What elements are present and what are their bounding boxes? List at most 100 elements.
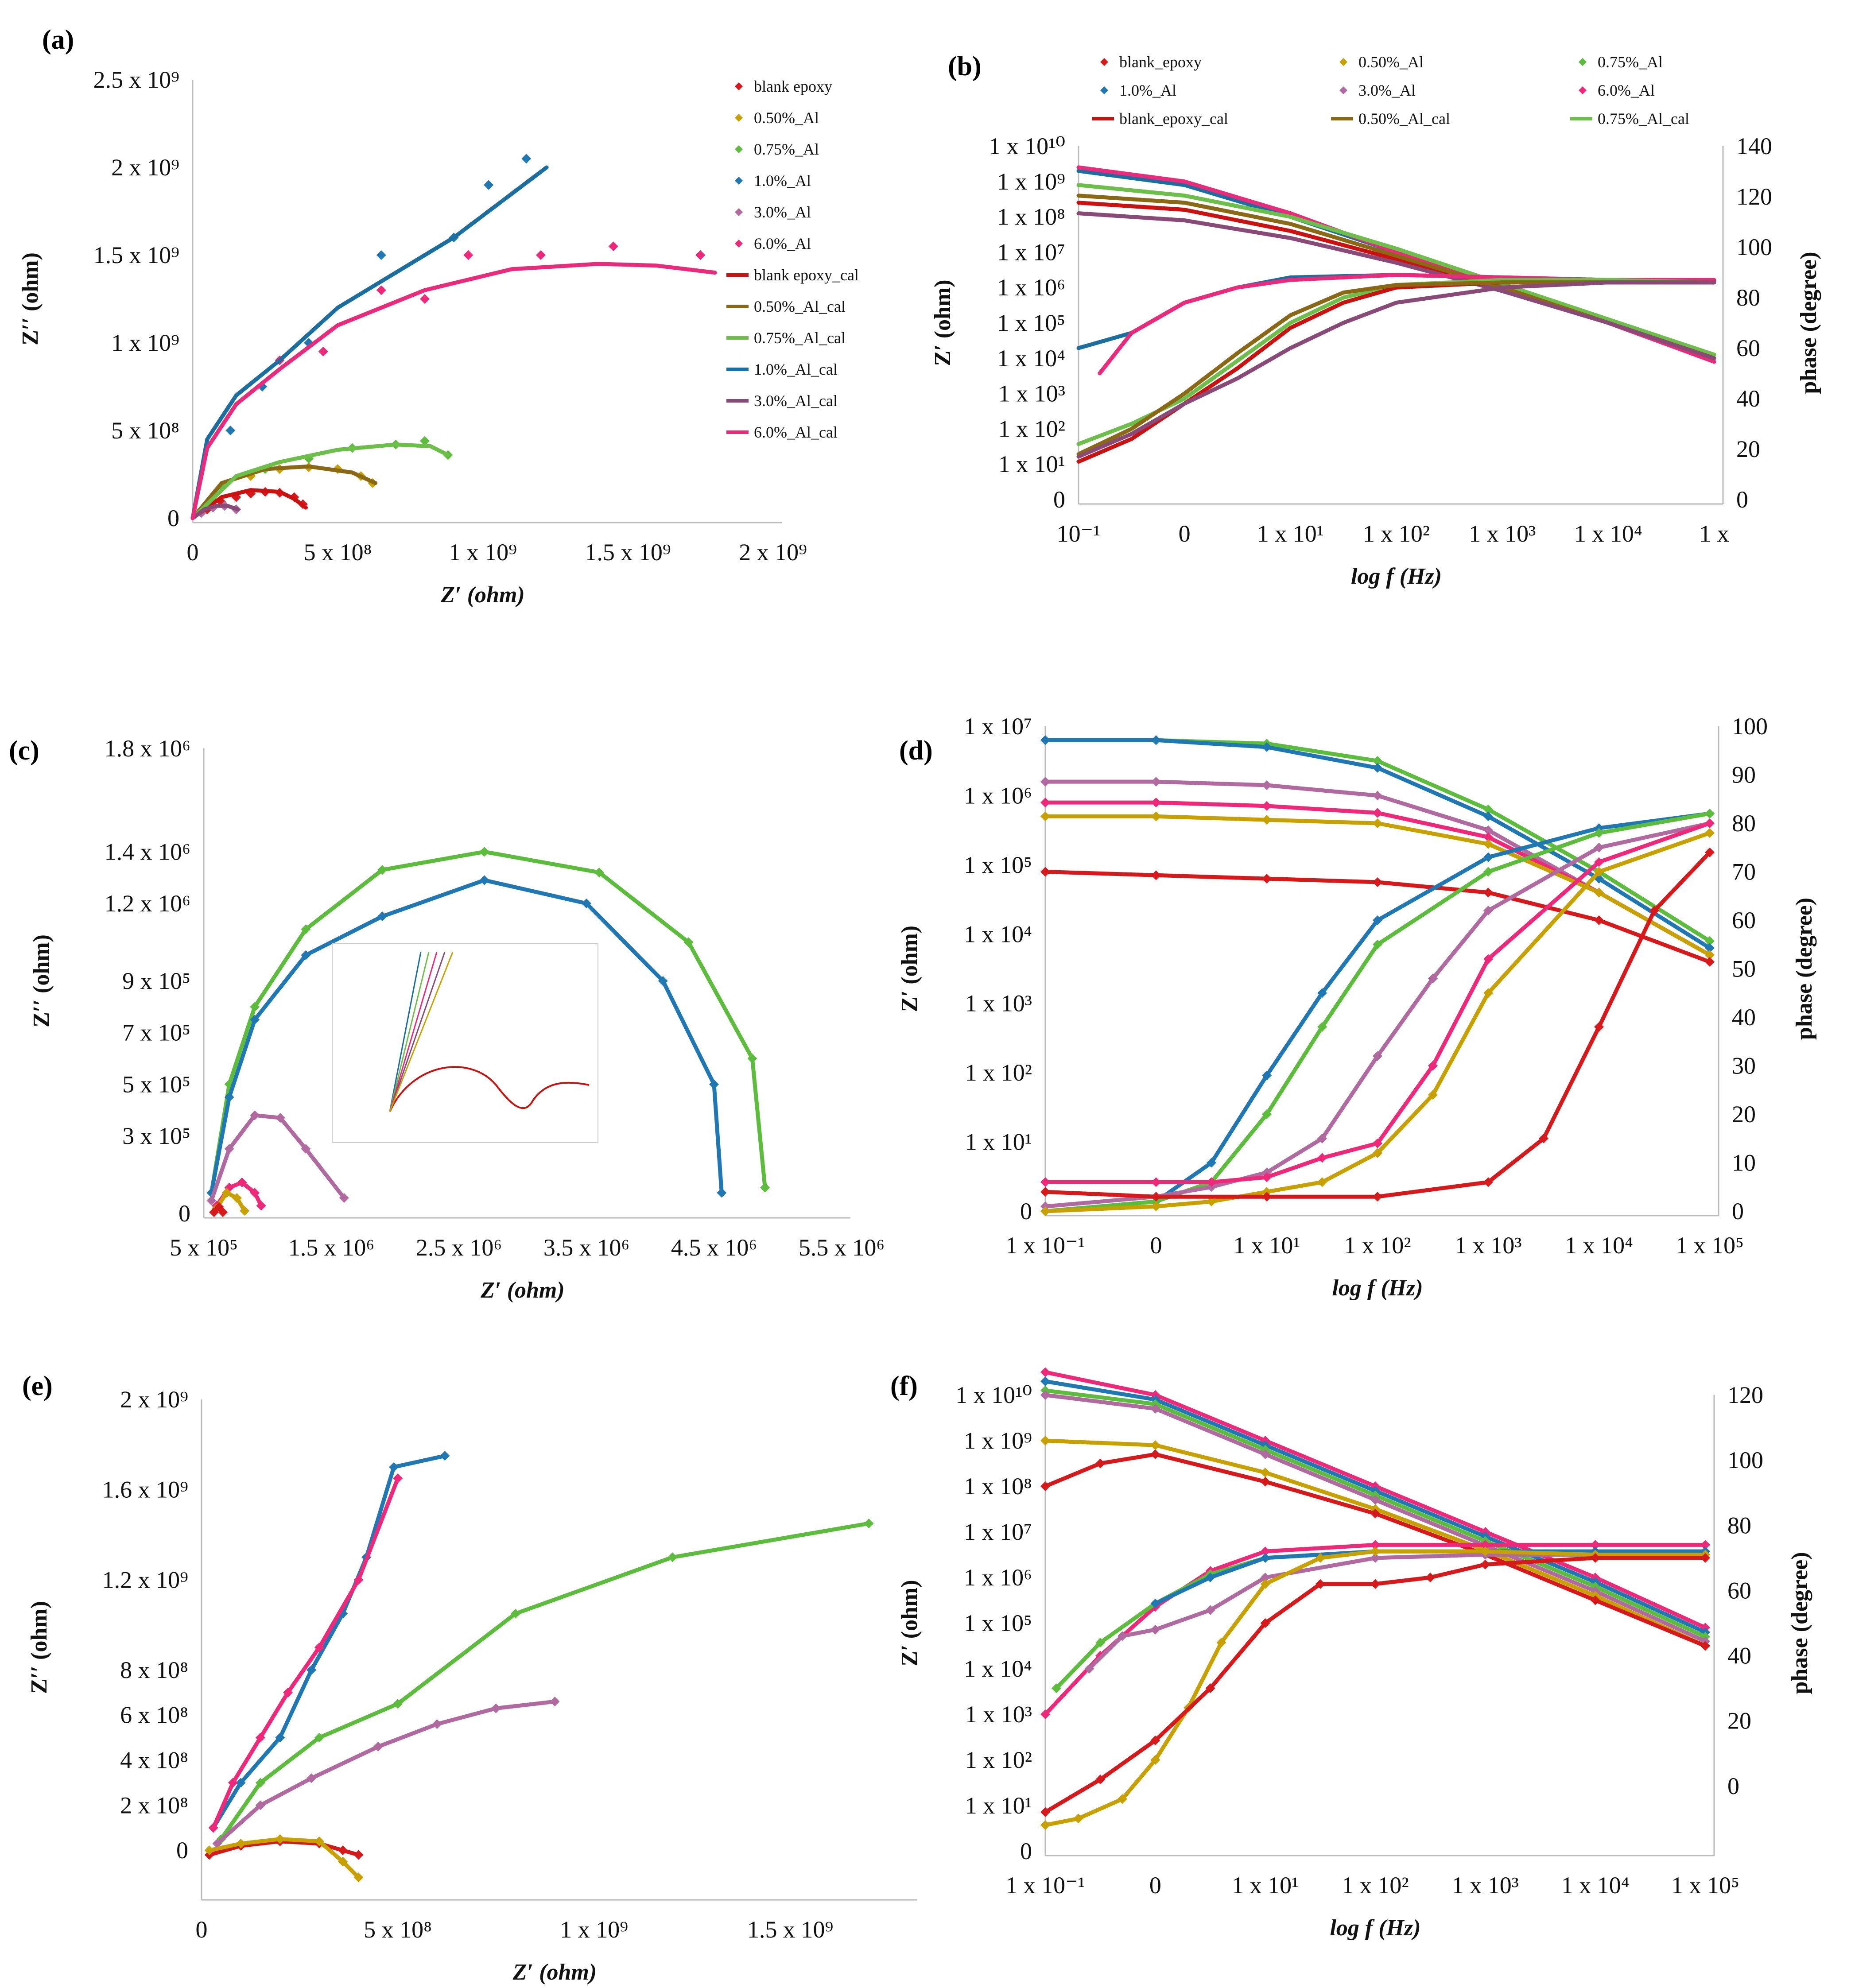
data-point	[1095, 1458, 1106, 1469]
y-tick-label: 1.6 x 10⁹	[102, 1476, 188, 1503]
data-point	[353, 1872, 364, 1883]
series-3-0-al-phase	[1076, 280, 1716, 459]
data-point	[221, 1188, 232, 1198]
y-tick-label: 0	[176, 1837, 188, 1864]
data-point	[1260, 1476, 1270, 1487]
data-point	[709, 1079, 719, 1089]
data-point	[1428, 1090, 1438, 1100]
data-point	[432, 1719, 442, 1729]
y2-tick-label: 20	[1732, 1101, 1756, 1128]
legend-item: 3.0%_Al	[1358, 81, 1416, 99]
data-point	[1317, 1133, 1327, 1143]
data-point	[1705, 809, 1715, 819]
data-point	[314, 1836, 324, 1846]
data-point	[1594, 1022, 1604, 1032]
legend: blank_epoxy 0.50%_Al 0.75%_Al 1.0%_Al 3.0%_A…	[1092, 53, 1689, 128]
legend-item: 0.75%_Al	[1598, 53, 1663, 71]
series-line	[1043, 1452, 1707, 1648]
data-point	[1117, 1794, 1127, 1804]
y-tick-label: 1 x 10¹	[965, 1792, 1032, 1819]
series-blank-epoxy-cal	[190, 488, 308, 520]
data-point	[353, 1850, 364, 1860]
data-point	[275, 1834, 285, 1844]
data-point	[1040, 1367, 1050, 1377]
data-point	[1151, 870, 1161, 880]
data-point	[307, 1773, 317, 1783]
series-line	[1043, 821, 1712, 1209]
inset-line	[389, 952, 446, 1112]
series-0-75-al-cal	[190, 442, 450, 520]
legend-item: 0.50%_Al_cal	[754, 298, 846, 315]
legend-swatch-marker	[735, 145, 743, 153]
y2-axis-title: phase (degree)	[1787, 1552, 1812, 1694]
data-point	[1150, 1624, 1160, 1635]
data-point	[228, 1778, 238, 1788]
data-point	[1705, 847, 1715, 857]
series-blank-epoxy-phase	[1040, 847, 1715, 1202]
data-point	[1262, 874, 1272, 884]
series-line	[1043, 1549, 1707, 1827]
data-point	[314, 1643, 324, 1652]
legend-swatch-marker	[735, 114, 743, 122]
y-tick-label: 1 x 10³	[998, 380, 1065, 407]
data-point	[1260, 1553, 1270, 1563]
y-tick-label: 5 x 10⁵	[122, 1071, 190, 1097]
y-tick-label: 2 x 10⁸	[120, 1792, 188, 1818]
y-tick-label: 1 x 10⁹	[111, 329, 179, 356]
data-point	[1594, 828, 1604, 838]
y2-tick-label: 140	[1736, 133, 1772, 159]
data-point	[338, 1845, 348, 1856]
data-point	[376, 285, 386, 295]
inset-curve	[389, 1066, 590, 1112]
y-tick-label: 1 x 10¹⁰	[955, 1382, 1032, 1408]
x-tick-label: 1 x 10⁴	[1565, 1232, 1633, 1259]
y-axis-title: Z′′ (ohm)	[27, 1601, 52, 1694]
data-point	[1117, 1631, 1127, 1641]
y-tick-label: 0	[179, 1200, 190, 1227]
data-point	[760, 1182, 770, 1193]
data-point	[1260, 1573, 1270, 1582]
data-point	[1040, 1820, 1050, 1830]
y-tick-label: 9 x 10⁵	[122, 968, 190, 994]
data-point	[1483, 954, 1493, 964]
y2-axis-title: phase (degree)	[1796, 252, 1821, 394]
series-line	[1076, 280, 1716, 456]
y-tick-label: 1 x 10⁷	[997, 239, 1065, 265]
data-point	[1151, 798, 1161, 808]
data-point	[1370, 1579, 1380, 1589]
x-tick-label: 1 x 10¹	[1233, 1232, 1300, 1259]
y-tick-label: 1.2 x 10⁶	[105, 890, 190, 917]
data-point	[1260, 1579, 1270, 1589]
data-point	[1483, 811, 1493, 822]
y-tick-label: 0	[1053, 486, 1065, 513]
data-point	[1207, 1197, 1216, 1207]
x-tick-label: 3.5 x 10⁶	[543, 1234, 629, 1261]
data-point	[1480, 1546, 1490, 1557]
y-tick-label: 1 x 10²	[965, 1747, 1032, 1773]
data-point	[1205, 1605, 1215, 1615]
data-point	[1483, 839, 1493, 849]
y-tick-label: 8 x 10⁸	[120, 1657, 188, 1683]
data-point	[582, 899, 591, 908]
y2-tick-label: 60	[1736, 335, 1760, 361]
y-tick-label: 1 x 10⁹	[997, 168, 1065, 195]
y2-tick-label: 40	[1727, 1643, 1751, 1669]
legend-item: 3.0%_Al	[754, 203, 811, 221]
legend-swatch-marker	[735, 208, 743, 216]
data-point	[314, 1732, 324, 1743]
data-point	[224, 1144, 234, 1154]
data-point	[1040, 1436, 1050, 1445]
data-point	[1373, 1051, 1382, 1061]
data-point	[1095, 1775, 1106, 1785]
data-point	[1205, 1573, 1215, 1582]
data-point	[1317, 1153, 1327, 1163]
data-point	[1705, 943, 1715, 953]
legend-swatch-marker	[1579, 58, 1587, 66]
y-tick-label: 5 x 10⁸	[111, 417, 179, 444]
legend-swatch-marker	[1339, 58, 1347, 66]
data-point	[1150, 1735, 1160, 1745]
y-tick-label: 1 x 10³	[965, 1701, 1032, 1728]
y2-tick-label: 0	[1736, 486, 1748, 513]
series-line	[190, 488, 308, 520]
data-point	[1040, 1807, 1050, 1817]
